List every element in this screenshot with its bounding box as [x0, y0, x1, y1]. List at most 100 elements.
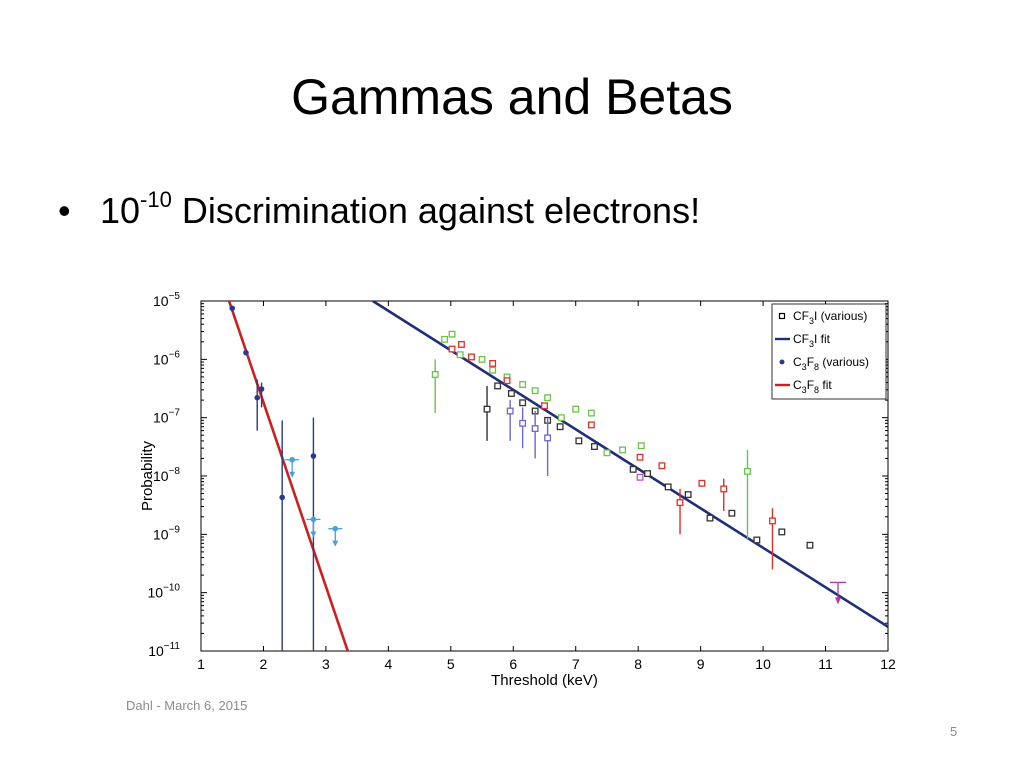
legend: CF3I (various) CF3I fit C3F8 (various) C3F8…: [771, 303, 887, 400]
y-tick-label: 10−11: [148, 641, 180, 659]
bullet-exponent: -10: [140, 187, 172, 212]
data-point: [310, 516, 317, 523]
legend-box: [771, 303, 887, 400]
x-tick-label: 5: [447, 656, 455, 672]
data-point: [556, 423, 564, 431]
data-point: [289, 456, 295, 463]
data-point: [644, 470, 651, 478]
x-tick-label: 2: [260, 656, 268, 672]
data-point: [806, 541, 814, 549]
data-point: [519, 419, 527, 427]
data-point: [494, 382, 502, 390]
y-tick-label: 10−6: [153, 349, 180, 367]
y-tick-label: 10−7: [153, 408, 180, 426]
limit-arrow-head: [310, 531, 317, 538]
data-point: [519, 399, 527, 407]
y-axis-label: Probability: [139, 440, 156, 511]
legend-label-c3f8_fit: C3F8 fit: [793, 378, 832, 395]
limit-arrow-head: [332, 540, 339, 547]
data-point: [519, 381, 527, 388]
data-point: [483, 405, 491, 413]
data-point: [619, 446, 627, 454]
data-layer: [227, 301, 888, 651]
limit-arrow-head: [835, 597, 842, 605]
data-point: [448, 330, 456, 338]
data-point: [587, 421, 595, 429]
data-point: [448, 345, 456, 353]
y-tick-label: 10−8: [153, 466, 180, 484]
plot-area: 1 2 3 4 5 6 7 8 9 10 11 1210−510−610−710−810−910−10…: [139, 291, 896, 689]
data-point: [243, 349, 249, 356]
data-point: [541, 402, 548, 410]
fit-line: [227, 301, 349, 651]
data-point: [720, 485, 728, 493]
data-point: [684, 491, 692, 499]
data-point: [658, 462, 666, 470]
x-tick-label: 4: [384, 656, 392, 672]
footer-text: Dahl - March 6, 2015: [126, 698, 248, 713]
data-point: [506, 407, 514, 415]
x-tick-label: 11: [818, 656, 833, 672]
bullet-point: • 10-10 Discrimination against electrons!: [58, 186, 700, 241]
data-point: [575, 437, 583, 445]
data-point: [531, 425, 539, 433]
data-point: [706, 514, 714, 522]
x-tick-label: 6: [509, 656, 517, 672]
data-point: [478, 355, 486, 363]
data-point: [769, 517, 776, 525]
slide-title: Gammas and Betas: [291, 69, 733, 125]
y-tick-label: 10−9: [153, 524, 180, 542]
data-point: [503, 377, 511, 385]
data-point: [254, 394, 261, 401]
legend-label-cf3i: CF3I (various): [793, 309, 867, 326]
data-point: [310, 453, 317, 459]
x-tick-label: 9: [697, 656, 705, 672]
data-point: [591, 443, 598, 450]
data-point: [728, 509, 736, 517]
y-tick-label: 10−10: [147, 583, 180, 601]
data-point: [753, 536, 761, 544]
data-point: [637, 442, 645, 450]
legend-marker: [778, 312, 786, 320]
legend-label-cf3i_fit: CF3I fit: [793, 332, 831, 349]
x-axis-label: Threshold (keV): [491, 672, 598, 689]
data-point: [698, 479, 706, 487]
data-point: [587, 409, 595, 417]
x-tick-label: 1: [197, 656, 205, 672]
x-tick-label: 3: [322, 656, 330, 672]
data-point: [467, 353, 475, 361]
x-tick-label: 7: [572, 656, 580, 672]
limit-arrow-head: [289, 471, 296, 478]
data-point: [636, 473, 644, 481]
data-point: [572, 405, 580, 413]
x-tick-label: 10: [755, 656, 771, 672]
data-point: [544, 434, 552, 442]
data-point: [603, 449, 611, 457]
data-point: [229, 305, 236, 312]
data-point: [557, 414, 565, 422]
bullet-marker: •: [58, 190, 71, 231]
bullet-base: 10: [100, 190, 141, 231]
data-point: [489, 366, 497, 374]
legend-marker: [779, 359, 785, 365]
data-point: [629, 465, 637, 473]
data-point: [457, 340, 465, 348]
y-tick-label: 10−5: [153, 291, 180, 309]
page-number: 5: [950, 724, 958, 739]
bullet-text: Discrimination against electrons!: [171, 190, 701, 231]
legend-label-c3f8: C3F8 (various): [793, 355, 869, 372]
data-point: [507, 390, 515, 397]
data-point: [258, 386, 265, 392]
data-point: [778, 528, 786, 536]
data-point: [744, 467, 751, 475]
data-point: [544, 394, 552, 402]
data-point: [431, 371, 439, 378]
data-point: [489, 360, 497, 367]
data-point: [676, 499, 684, 507]
x-tick-label: 12: [880, 656, 896, 672]
data-point: [279, 494, 285, 501]
data-point: [332, 525, 339, 532]
x-tick-label: 8: [634, 656, 642, 672]
data-point: [456, 351, 464, 359]
